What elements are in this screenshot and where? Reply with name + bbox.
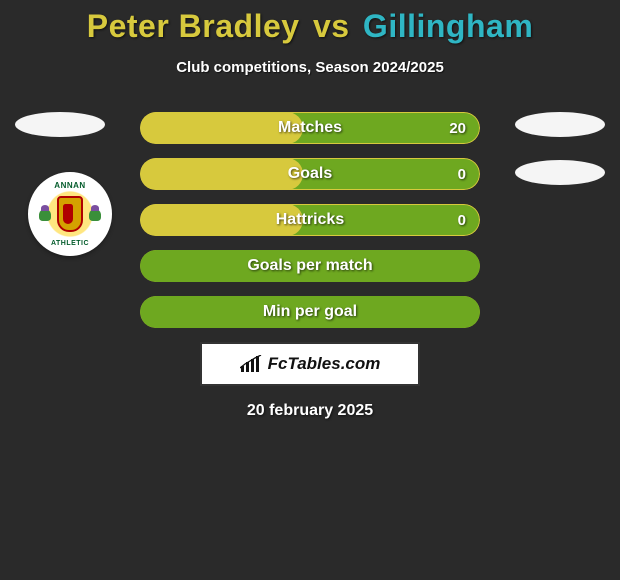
stat-label: Hattricks [276, 211, 344, 229]
stats-area: ANNAN ATHLETIC Matches 20 Goals 0 Hattricks 0… [0, 112, 620, 328]
stat-label: Min per goal [263, 303, 357, 321]
stat-label: Goals per match [247, 257, 372, 275]
opponent-badge-placeholder-1 [515, 112, 605, 137]
crest-text-bottom: ATHLETIC [31, 240, 109, 247]
stat-label: Matches [278, 119, 342, 137]
stat-rows: Matches 20 Goals 0 Hattricks 0 Goals per match… [140, 112, 480, 328]
title-vs: vs [313, 8, 350, 44]
brand-text: FcTables.com [268, 354, 381, 374]
shield-icon [57, 196, 83, 232]
subtitle: Club competitions, Season 2024/2025 [0, 59, 620, 76]
stat-row: Goals 0 [140, 158, 480, 190]
stat-row: Hattricks 0 [140, 204, 480, 236]
date-text: 20 february 2025 [0, 402, 620, 420]
stat-row: Matches 20 [140, 112, 480, 144]
stat-value-right: 20 [449, 120, 466, 137]
thistle-icon [39, 209, 51, 221]
page-title: Peter Bradley vs Gillingham [0, 0, 620, 45]
infographic-container: Peter Bradley vs Gillingham Club competi… [0, 0, 620, 420]
title-player: Peter Bradley [87, 8, 300, 44]
thistle-icon [89, 209, 101, 221]
crest-graphic: ANNAN ATHLETIC [31, 175, 109, 253]
stat-value-right: 0 [458, 166, 466, 183]
brand-box: FcTables.com [200, 342, 420, 386]
title-opponent: Gillingham [363, 8, 533, 44]
stat-label: Goals [288, 165, 332, 183]
stat-bar-fill [140, 158, 303, 190]
bar-chart-icon [240, 355, 262, 373]
stat-row: Goals per match [140, 250, 480, 282]
opponent-badge-placeholder-2 [515, 160, 605, 185]
club-crest: ANNAN ATHLETIC [28, 172, 112, 256]
stat-value-right: 0 [458, 212, 466, 229]
crest-text-top: ANNAN [31, 181, 109, 190]
stat-row: Min per goal [140, 296, 480, 328]
player-badge-placeholder [15, 112, 105, 137]
